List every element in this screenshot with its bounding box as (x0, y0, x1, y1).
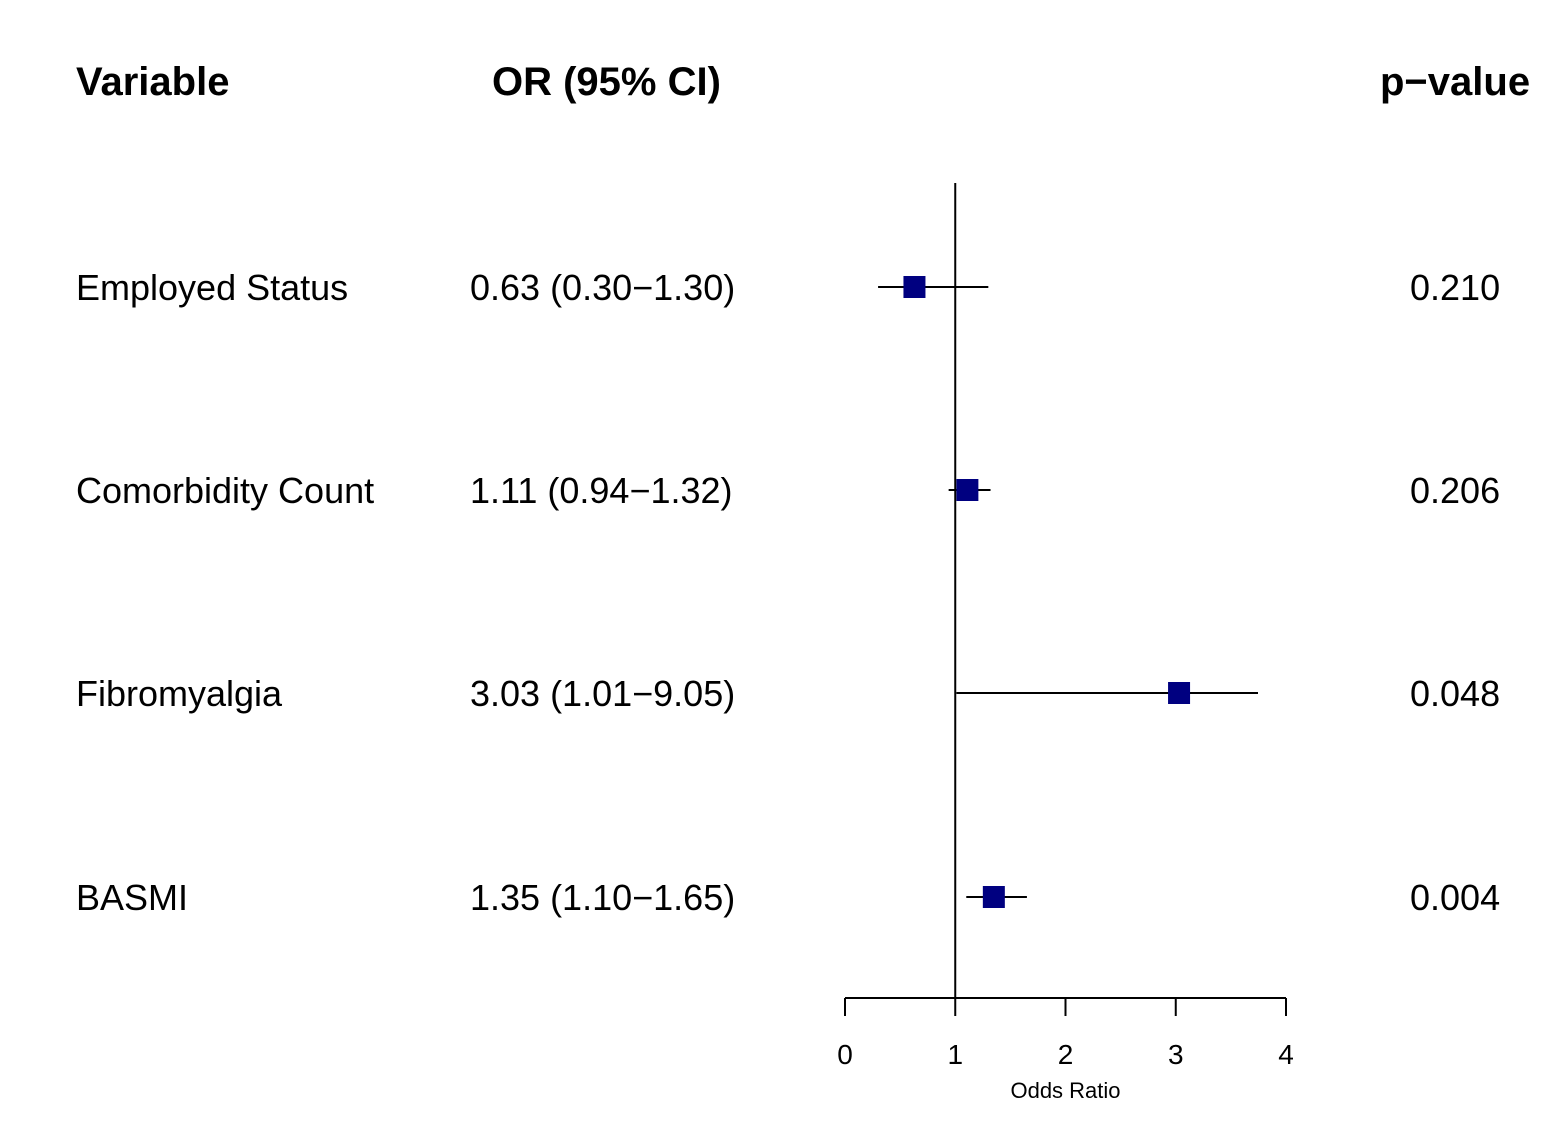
estimate-point (903, 276, 926, 298)
row-p-value: 0.206 (1410, 470, 1501, 511)
header-variable: Variable (76, 60, 230, 104)
estimate-point (982, 886, 1005, 908)
x-tick-label: 1 (947, 1039, 963, 1070)
row-p-value: 0.048 (1410, 673, 1501, 714)
row-or-ci-text: 1.35 (1.10−1.65) (470, 877, 736, 918)
row-p-value: 0.210 (1410, 267, 1501, 308)
header-p-value: p−value (1380, 60, 1531, 104)
row-variable-label: Fibromyalgia (76, 673, 283, 714)
estimate-point (956, 479, 979, 501)
x-tick-label: 3 (1168, 1039, 1184, 1070)
x-tick-label: 2 (1058, 1039, 1074, 1070)
row-p-value: 0.004 (1410, 877, 1501, 918)
row-or-ci-text: 3.03 (1.01−9.05) (470, 673, 736, 714)
x-axis-title: Odds Ratio (1010, 1078, 1120, 1103)
plot-marks (878, 276, 1258, 908)
row-or-ci-text: 0.63 (0.30−1.30) (470, 267, 736, 308)
row-variable-label: Comorbidity Count (76, 470, 375, 511)
row-variable-label: Employed Status (76, 267, 349, 308)
row-or-ci-text: 1.11 (0.94−1.32) (470, 470, 733, 511)
x-tick-label: 4 (1278, 1039, 1294, 1070)
x-tick-label: 0 (837, 1039, 853, 1070)
x-axis: 0 1 2 3 4 (837, 997, 1294, 1070)
header-or-ci: OR (95% CI) (492, 60, 721, 104)
row-variable-label: BASMI (76, 877, 189, 918)
estimate-point (1168, 682, 1191, 704)
